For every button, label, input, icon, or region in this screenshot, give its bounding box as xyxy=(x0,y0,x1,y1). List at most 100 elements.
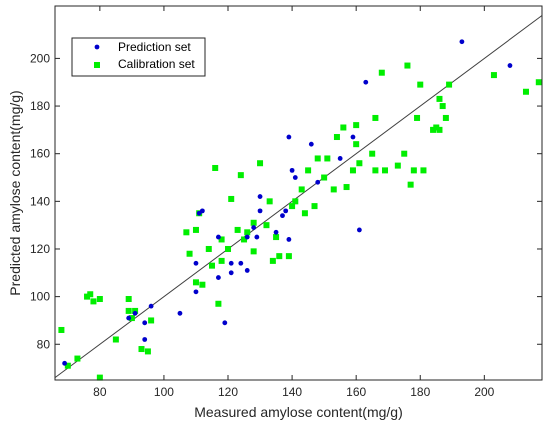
y-tick-label: 100 xyxy=(30,290,50,304)
calibration-point xyxy=(192,226,199,233)
calibration-point xyxy=(420,167,427,174)
y-tick-label: 140 xyxy=(30,194,50,208)
calibration-point xyxy=(340,124,347,131)
calibration-point xyxy=(522,88,529,95)
x-tick-label: 120 xyxy=(218,385,238,399)
calibration-point xyxy=(96,296,103,303)
calibration-point xyxy=(436,95,443,102)
calibration-point xyxy=(84,293,91,300)
prediction-point xyxy=(222,320,228,326)
legend-label-calibration: Calibration set xyxy=(118,57,195,71)
y-tick-label: 160 xyxy=(30,147,50,161)
prediction-point xyxy=(280,213,285,219)
calibration-point xyxy=(490,72,497,79)
prediction-point xyxy=(193,260,199,266)
prediction-point xyxy=(62,360,68,366)
calibration-point xyxy=(112,336,119,343)
calibration-point xyxy=(439,103,446,110)
calibration-point xyxy=(535,79,542,86)
calibration-point xyxy=(138,346,145,353)
calibration-point xyxy=(321,174,328,181)
x-tick-label: 100 xyxy=(154,385,174,399)
calibration-point xyxy=(382,167,389,174)
calibration-point xyxy=(311,203,318,210)
prediction-point xyxy=(142,337,148,342)
calibration-point xyxy=(442,114,449,121)
calibration-point xyxy=(257,160,264,167)
calibration-point xyxy=(394,162,401,169)
calibration-point xyxy=(228,195,235,202)
calibration-point xyxy=(285,253,292,260)
calibration-point xyxy=(414,114,421,121)
calibration-point xyxy=(273,234,280,241)
calibration-point xyxy=(407,181,414,188)
calibration-point xyxy=(148,317,155,324)
calibration-point xyxy=(330,186,337,193)
calibration-point xyxy=(212,164,219,171)
y-tick-label: 180 xyxy=(30,99,50,113)
calibration-point xyxy=(404,62,411,69)
y-tick-label: 200 xyxy=(30,51,50,65)
prediction-point xyxy=(308,141,314,147)
calibration-point xyxy=(263,222,270,229)
x-tick-label: 200 xyxy=(474,385,494,399)
prediction-point xyxy=(363,79,369,85)
legend: Prediction set Calibration set xyxy=(71,37,206,77)
prediction-point xyxy=(292,175,298,180)
calibration-point xyxy=(446,81,453,88)
calibration-point xyxy=(128,315,135,322)
x-tick-label: 160 xyxy=(346,385,366,399)
prediction-point xyxy=(286,134,292,140)
prediction-point xyxy=(254,234,260,240)
calibration-point xyxy=(186,250,193,257)
prediction-point xyxy=(177,310,183,316)
calibration-point xyxy=(417,81,424,88)
calibration-point xyxy=(225,245,232,252)
calibration-point xyxy=(64,362,71,369)
calibration-point xyxy=(208,262,215,269)
prediction-point xyxy=(244,268,250,273)
calibration-point xyxy=(372,114,379,121)
calibration-point xyxy=(401,150,408,157)
x-tick-label: 180 xyxy=(410,385,430,399)
prediction-point xyxy=(289,167,295,173)
calibration-point xyxy=(353,122,360,129)
calibration-point xyxy=(305,167,312,174)
calibration-point xyxy=(372,167,379,174)
y-axis-label: Predicted amylose content(mg/g) xyxy=(7,90,23,295)
calibration-point xyxy=(199,281,206,288)
calibration-point xyxy=(205,245,212,252)
calibration-point xyxy=(324,155,331,162)
y-tick-label: 80 xyxy=(37,337,51,351)
prediction-point xyxy=(286,237,292,242)
calibration-point xyxy=(378,69,385,76)
prediction-point xyxy=(257,208,263,214)
calibration-point xyxy=(74,355,81,362)
prediction-point xyxy=(283,208,289,214)
prediction-point xyxy=(199,208,205,214)
calibration-point xyxy=(241,236,248,243)
prediction-point xyxy=(257,194,263,199)
calibration-point xyxy=(234,226,241,233)
prediction-point xyxy=(244,234,250,240)
plot-frame xyxy=(54,5,543,381)
calibration-point xyxy=(433,124,440,131)
x-tick-label: 140 xyxy=(282,385,302,399)
prediction-point xyxy=(356,227,362,233)
legend-box xyxy=(71,37,206,77)
calibration-point xyxy=(237,172,244,179)
prediction-point xyxy=(216,275,221,280)
prediction-point xyxy=(228,260,234,266)
calibration-point xyxy=(215,300,222,307)
calibration-point xyxy=(298,186,305,193)
calibration-point xyxy=(369,150,376,157)
prediction-point xyxy=(126,315,132,321)
calibration-point xyxy=(269,257,276,264)
prediction-point xyxy=(337,156,343,161)
prediction-point xyxy=(273,229,279,235)
calibration-point xyxy=(356,160,363,167)
x-tick-label: 80 xyxy=(93,385,107,399)
calibration-point xyxy=(289,203,296,210)
prediction-point xyxy=(193,289,199,295)
x-axis-label: Measured amylose content(mg/g) xyxy=(194,404,403,420)
